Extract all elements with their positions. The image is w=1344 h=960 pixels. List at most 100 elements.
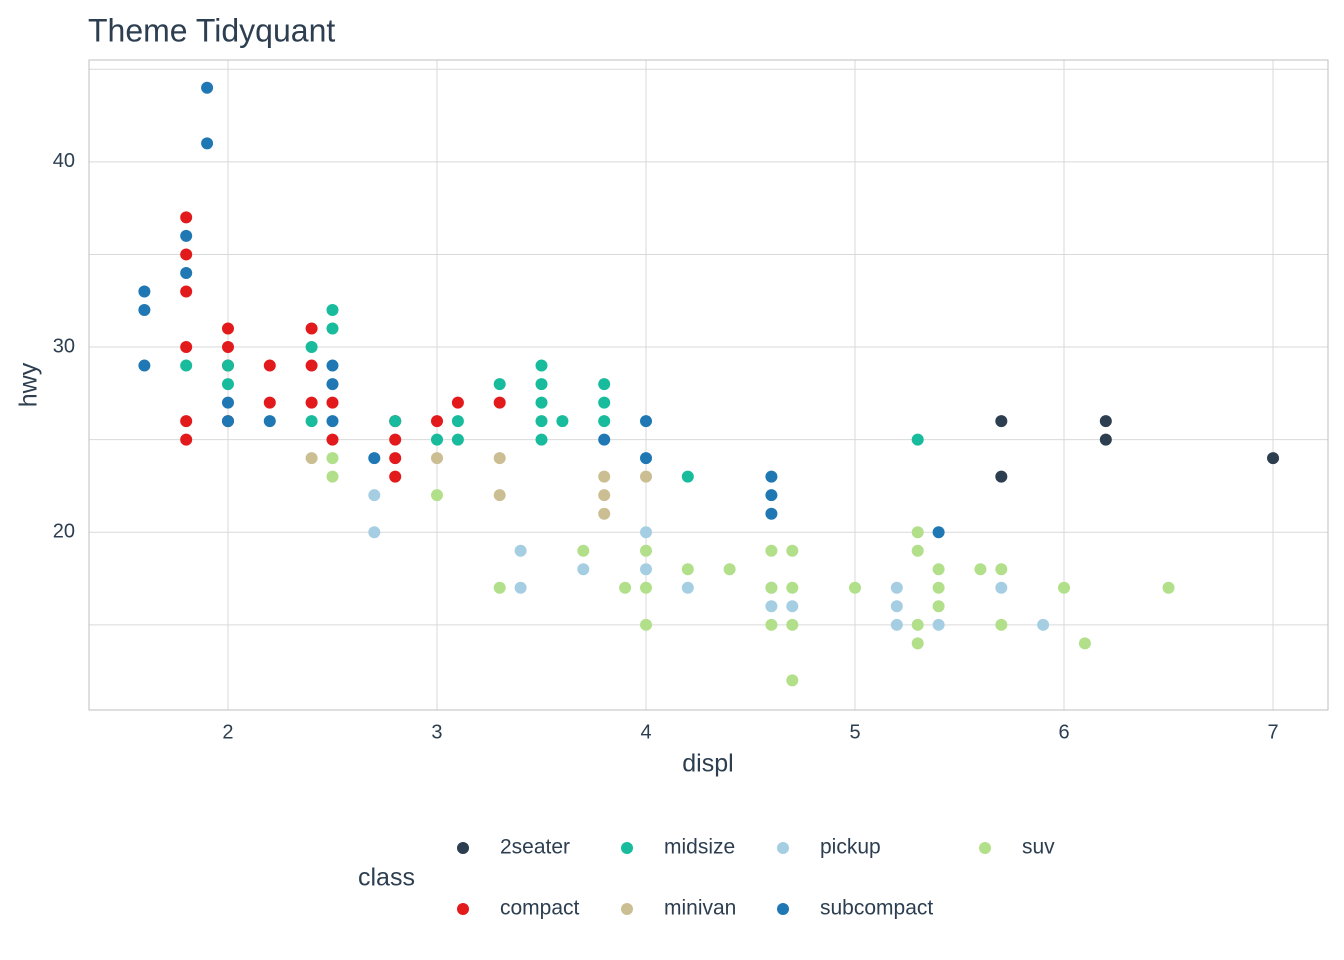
point [786,581,799,594]
point [932,563,945,576]
point [1037,618,1050,631]
point [995,563,1008,576]
point [221,359,234,372]
point [911,526,924,539]
point [640,526,653,539]
point [430,452,443,465]
point [598,507,611,520]
point [368,526,381,539]
point [995,470,1008,483]
point [890,600,903,613]
point [201,81,214,94]
point [326,359,339,372]
point [451,415,464,428]
point [640,618,653,631]
point [598,378,611,391]
point [138,304,151,316]
legend-label: 2seater [500,836,570,859]
point [932,600,945,613]
point [221,396,234,409]
legend-label: compact [500,897,580,920]
point [1078,637,1091,650]
legend-title: class [358,864,415,892]
legend-marker [457,903,469,915]
point [786,618,799,631]
point [180,266,193,279]
point [430,433,443,446]
point [849,581,862,594]
point [493,581,506,594]
point [723,563,736,576]
point [765,470,778,483]
y-tick-label: 40 [53,150,75,172]
legend-marker [777,842,789,854]
point [786,544,799,557]
point [493,452,506,465]
legend-marker [979,842,991,854]
legend-marker [621,903,633,915]
point [765,581,778,594]
point [493,489,506,502]
x-tick-label: 4 [640,721,651,743]
legend-label: minivan [664,897,736,920]
point [514,544,527,557]
point [932,618,945,631]
point [263,359,276,372]
point [1058,581,1071,594]
point [911,618,924,631]
point [180,211,193,224]
point [305,322,318,335]
point [326,415,339,428]
legend-label: suv [1022,836,1055,859]
point [681,581,694,594]
point [430,415,443,428]
point [305,396,318,409]
legend-marker [777,903,789,915]
point [180,433,193,446]
x-tick-label: 3 [431,721,442,743]
point [430,489,443,502]
point [577,544,590,557]
point [221,378,234,391]
point [681,470,694,483]
point [932,581,945,594]
point [1267,452,1280,465]
point [640,563,653,576]
point [138,285,151,298]
point [911,433,924,446]
y-tick-label: 30 [53,335,75,357]
x-axis-label: displ [682,750,733,778]
point [598,396,611,409]
point [451,433,464,446]
point [765,618,778,631]
point [514,581,527,594]
point [1162,581,1175,594]
point [556,415,569,428]
point [640,470,653,483]
point [911,544,924,557]
point [221,415,234,428]
point [389,452,402,465]
point [598,489,611,502]
point [389,415,402,428]
point [493,396,506,409]
point [368,489,381,502]
point [1099,415,1112,428]
point [890,581,903,594]
point [995,415,1008,428]
point [535,378,548,391]
point [911,637,924,650]
legend-label: subcompact [820,897,933,920]
point [640,452,653,465]
point [138,359,151,372]
point [326,322,339,335]
point [180,248,193,261]
point [1099,433,1112,446]
point [786,600,799,613]
point [598,415,611,428]
point [326,433,339,446]
point [765,489,778,502]
point [932,526,945,539]
point [493,378,506,391]
